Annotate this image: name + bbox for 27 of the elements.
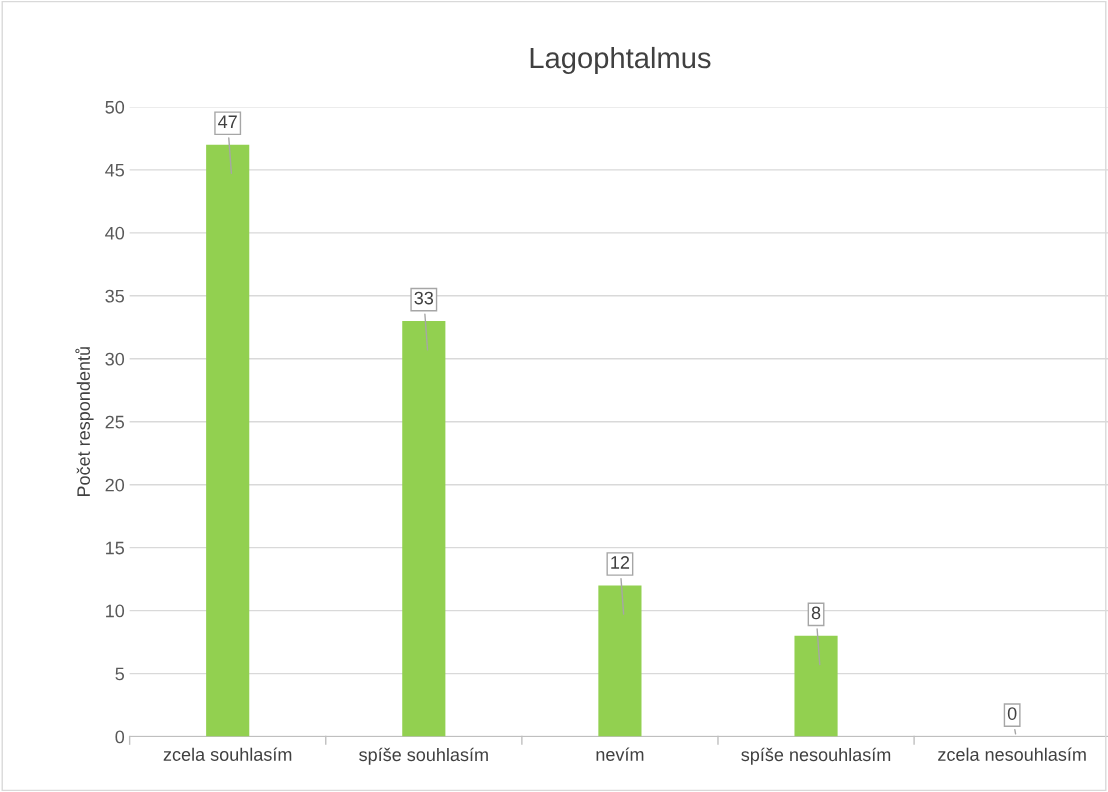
bar <box>206 144 250 737</box>
x-tick-label: nevím <box>596 747 644 761</box>
x-tick-label: spíše souhlasím <box>359 747 488 765</box>
x-tick-label: spíše nesouhlasím <box>741 747 891 765</box>
y-axis-title: Počet respondentů <box>75 347 94 497</box>
data-label: 47 <box>218 115 237 128</box>
y-tick-label: 20 <box>105 478 125 492</box>
y-tick-label: 10 <box>106 604 125 618</box>
data-label: 33 <box>414 291 434 305</box>
y-tick-label: 0 <box>115 730 125 744</box>
data-label: 0 <box>1007 707 1017 720</box>
data-label: 8 <box>811 606 821 620</box>
y-tick-label: 35 <box>105 289 125 303</box>
data-label: 12 <box>611 556 630 569</box>
y-tick-label: 45 <box>105 164 125 177</box>
bar <box>598 585 642 737</box>
y-tick-label: 15 <box>106 541 125 555</box>
y-tick-label: 50 <box>105 100 125 114</box>
bar <box>794 635 838 737</box>
y-tick-label: 40 <box>105 226 125 240</box>
bar <box>402 321 446 737</box>
chart-title: Lagophtalmus <box>530 46 711 75</box>
x-tick-label: zcela souhlasím <box>163 747 292 761</box>
y-tick-label: 30 <box>105 352 125 366</box>
y-tick-label: 25 <box>105 415 125 429</box>
x-tick-label: zcela nesouhlasím <box>938 747 1086 761</box>
y-tick-label: 5 <box>115 667 125 681</box>
